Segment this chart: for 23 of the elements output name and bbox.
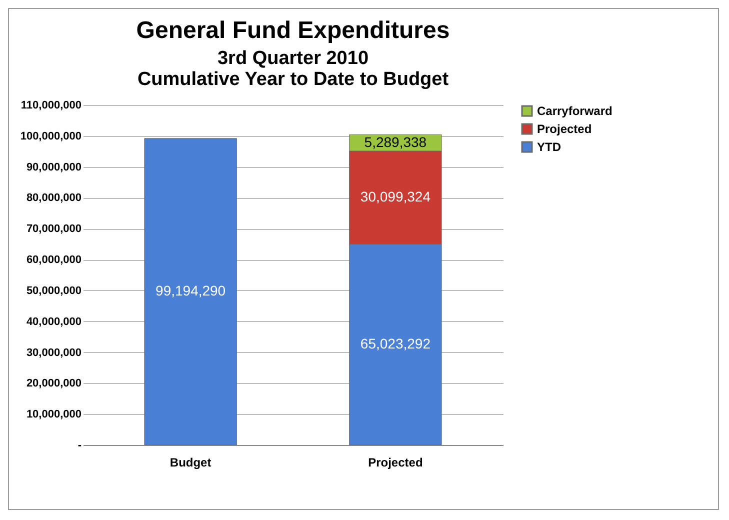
y-tick-label: 70,000,000 [26,223,82,236]
y-tick-label: 10,000,000 [26,408,82,421]
legend-label: YTD [537,140,562,154]
chart-title: General Fund Expenditures [136,17,450,44]
y-tick-label: 90,000,000 [26,161,82,174]
y-tick-label: 50,000,000 [26,284,82,297]
data-label: 5,289,338 [364,134,427,150]
y-tick-label: 110,000,000 [20,100,82,112]
y-tick-label: 100,000,000 [20,130,82,142]
data-label: 30,099,324 [360,188,431,204]
y-tick-label: 30,000,000 [26,346,82,359]
y-tick-label: 60,000,000 [26,254,82,266]
chart-subtitle: 3rd Quarter 2010 Cumulative Year to Date to Budget [137,48,450,90]
y-tick-label: 80,000,000 [26,192,82,204]
y-tick-label: 20,000,000 [26,378,82,390]
x-tick-label: Budget [170,456,212,470]
legend-label: Carryforward [537,104,612,118]
data-label: 99,194,290 [156,282,226,299]
data-label: 65,023,292 [360,336,431,352]
bar [144,138,237,446]
y-tick-label: - [78,440,82,452]
y-tick-label: 40,000,000 [26,316,82,328]
legend-label: Projected [537,122,592,136]
